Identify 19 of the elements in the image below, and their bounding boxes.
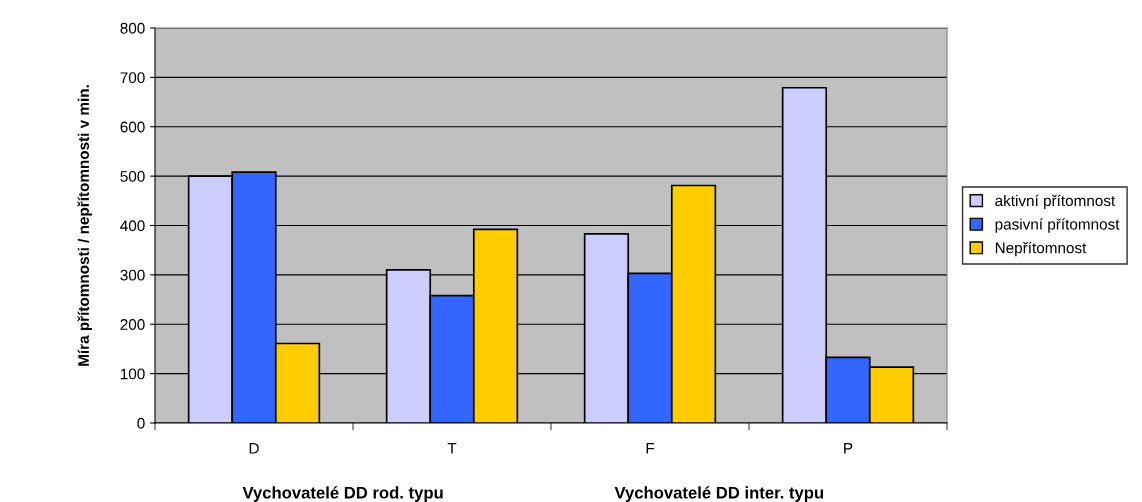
y-tick-label: 400 [120, 220, 145, 232]
x-tick-label: F [646, 443, 655, 454]
x-tick-label: T [447, 443, 457, 454]
x-tick-label: D [249, 443, 259, 454]
y-tick-label: 200 [120, 319, 145, 330]
y-axis-title: Míra přítomnosti / nepřítomnosti v min. [77, 85, 93, 366]
y-tick-label: 500 [120, 170, 145, 182]
legend-label: Nepřítomnost [995, 241, 1087, 257]
legend-label: aktivní přítomnost [995, 194, 1116, 210]
y-tick-label: 700 [120, 72, 145, 84]
text: Vychovatelé DD inter. typu [614, 486, 824, 502]
text: Vychovatelé DD rod. typu [242, 486, 443, 502]
y-tick-label: 300 [120, 269, 145, 281]
y-tick-label: 600 [120, 121, 145, 133]
y-tick-label: 0 [137, 417, 145, 429]
y-tick-label: 800 [120, 22, 145, 34]
y-tick-label: 100 [120, 368, 145, 380]
x-tick-label: P [844, 443, 853, 454]
legend-label: pasivní přítomnost [995, 218, 1120, 233]
